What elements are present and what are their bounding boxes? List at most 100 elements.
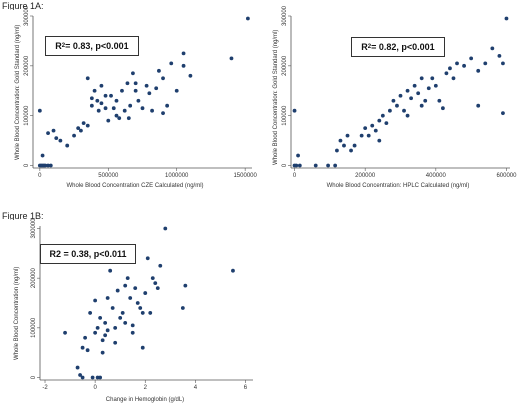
data-point <box>103 320 108 325</box>
x-tick-label: 200000 <box>355 173 376 179</box>
data-point <box>118 316 123 320</box>
data-point <box>163 226 168 231</box>
data-point <box>150 108 154 113</box>
plot-area-cze: 0 100000 200000 300000 0 500000 1000000 1500000 <box>24 5 257 179</box>
data-point <box>125 276 130 281</box>
data-point <box>133 286 138 290</box>
x-tick-label: 4 <box>194 385 198 391</box>
data-point <box>476 103 481 108</box>
data-point <box>135 301 140 305</box>
data-point <box>342 143 346 148</box>
data-point <box>103 333 108 338</box>
data-point <box>448 66 452 71</box>
data-point <box>140 106 145 111</box>
data-point <box>65 143 70 148</box>
data-point <box>423 98 428 103</box>
data-point <box>143 291 148 295</box>
y-tick-label: 0 <box>24 163 30 167</box>
y-tick-label: 200000 <box>24 55 30 76</box>
data-point <box>63 330 67 335</box>
data-point <box>99 101 104 106</box>
data-point <box>40 153 45 158</box>
data-point <box>85 348 90 353</box>
x-tick-label: 2 <box>144 385 148 391</box>
data-point <box>113 325 118 330</box>
data-point <box>103 106 108 111</box>
x-tick-label: 0 <box>93 385 97 391</box>
y-tick-label: 300000 <box>24 5 30 26</box>
data-point <box>80 345 85 350</box>
x-tick-label: 1000000 <box>165 173 189 179</box>
data-point <box>114 113 119 118</box>
data-point <box>93 298 98 303</box>
y-tick-label: 100000 <box>31 317 37 338</box>
data-point <box>363 126 368 131</box>
figure-1a-label: Figure 1A: <box>2 1 44 11</box>
x-tick-label: 400000 <box>426 173 447 179</box>
data-point <box>451 76 456 81</box>
data-point <box>99 83 104 88</box>
figure-1b-label: Figure 1B: <box>2 211 44 221</box>
x-tick-label: 0 <box>293 173 297 179</box>
data-point <box>405 88 410 93</box>
data-point <box>120 88 124 93</box>
data-point <box>490 46 495 51</box>
data-point <box>296 153 300 158</box>
data-point <box>395 103 399 108</box>
data-point <box>326 163 330 168</box>
data-point <box>113 340 118 345</box>
data-point <box>462 63 466 68</box>
data-point <box>345 133 350 138</box>
y-tick-label: 100000 <box>24 105 30 126</box>
data-point <box>136 98 141 103</box>
data-point <box>90 375 95 380</box>
data-point <box>145 256 150 261</box>
data-point <box>183 283 188 288</box>
data-point <box>409 96 413 101</box>
data-point <box>43 163 48 168</box>
x-tick-label: 500000 <box>98 173 119 179</box>
plot-area-hemoglobin: 0 100000 200000 300000 -2 0 2 4 6 <box>31 218 253 391</box>
data-point <box>54 136 59 140</box>
data-point <box>130 330 135 335</box>
data-point <box>181 51 186 56</box>
data-point <box>123 283 128 288</box>
data-point <box>131 71 135 76</box>
data-point <box>412 83 417 88</box>
data-point <box>165 103 170 108</box>
data-point <box>81 121 86 126</box>
y-tick-label: 100000 <box>282 105 288 126</box>
data-point <box>437 98 442 103</box>
data-point <box>229 56 234 61</box>
data-point <box>388 108 392 113</box>
data-point <box>174 88 179 93</box>
annotation-prefix: R <box>361 42 368 52</box>
data-point <box>140 311 145 315</box>
y-axis-label-hemoglobin: Whole Blood Concentration (ng/ml) <box>14 266 20 360</box>
data-point <box>122 108 127 113</box>
data-point <box>133 81 138 86</box>
data-point <box>147 91 152 96</box>
data-point <box>76 126 81 131</box>
data-point <box>313 163 318 168</box>
x-tick-label: 0 <box>38 173 42 179</box>
data-point <box>292 108 297 113</box>
data-point <box>333 163 338 168</box>
y-tick-label: 0 <box>282 163 288 167</box>
data-point <box>105 328 110 333</box>
x-tick-label: -2 <box>42 385 48 391</box>
data-point <box>433 83 438 88</box>
data-point <box>158 263 163 268</box>
data-point <box>352 143 357 148</box>
x-tick-label: 600000 <box>496 173 517 179</box>
data-point <box>51 128 56 133</box>
plot-area-hplc: 0 100000 200000 300000 0 200000 400000 600000 <box>282 5 517 179</box>
data-point <box>92 88 97 93</box>
data-point <box>188 73 193 78</box>
data-point <box>115 288 120 293</box>
data-point <box>123 320 128 325</box>
data-point <box>455 61 459 66</box>
data-point <box>126 116 131 121</box>
data-point <box>501 61 505 66</box>
data-point <box>138 306 143 310</box>
